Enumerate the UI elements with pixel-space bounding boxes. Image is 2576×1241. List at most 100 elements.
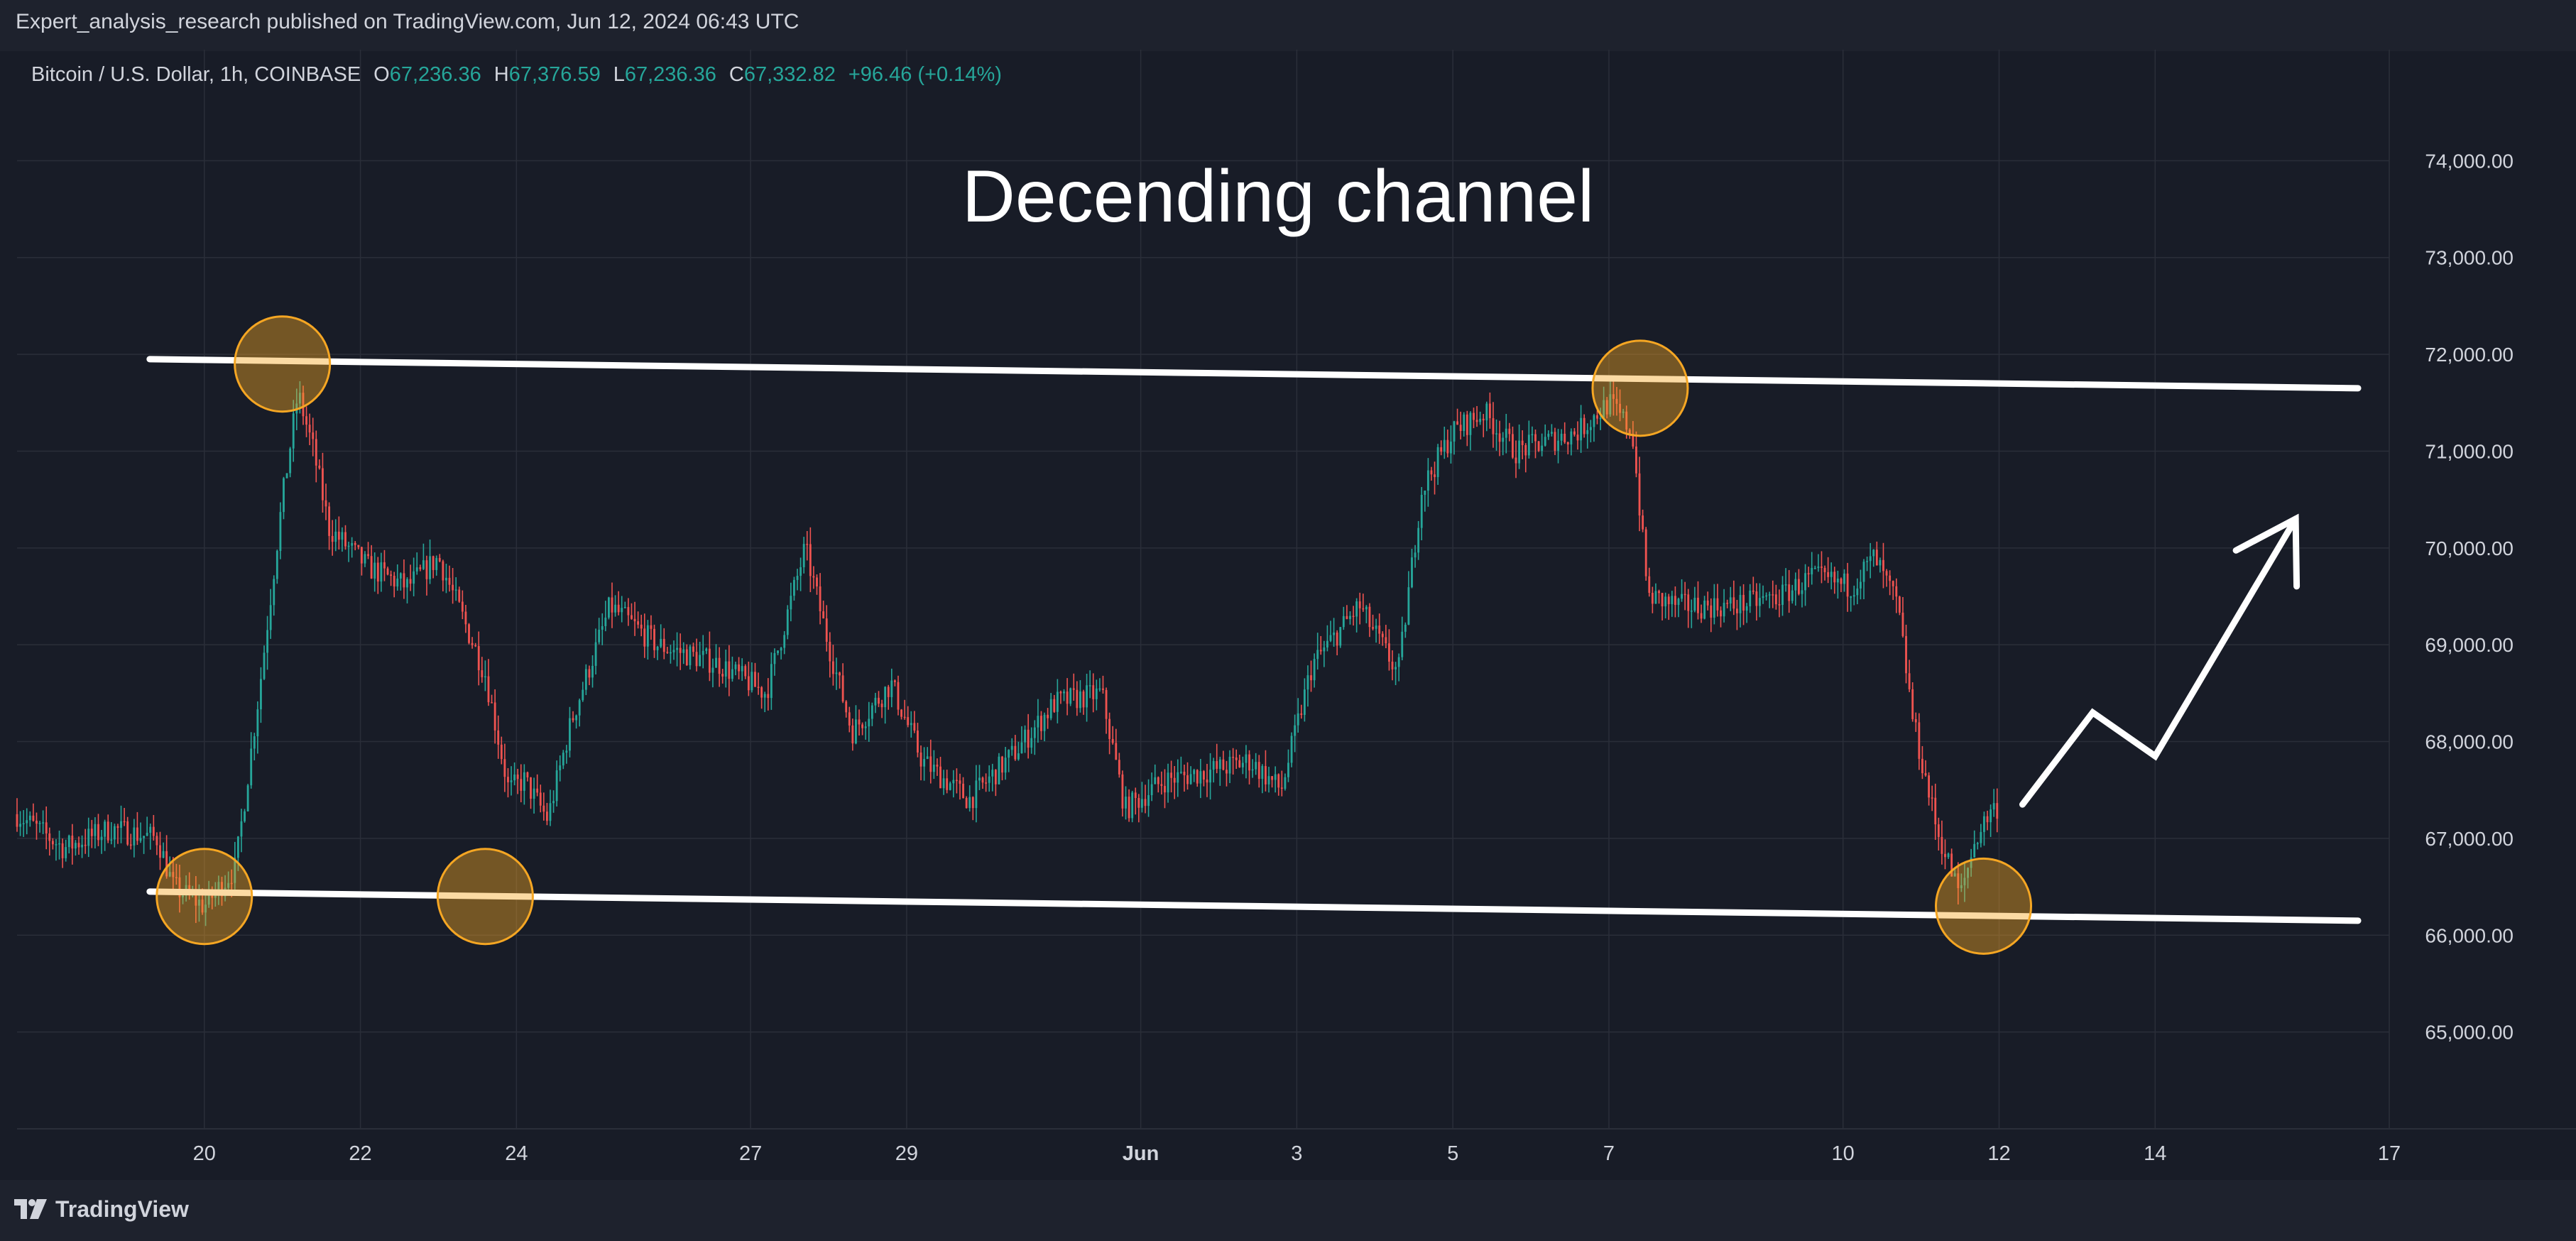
candle-body: [471, 643, 474, 645]
candle-body: [1710, 605, 1713, 618]
candle-body: [705, 648, 708, 651]
candle-body: [1466, 414, 1468, 435]
candle-body: [971, 797, 974, 809]
candle-body: [653, 628, 655, 650]
candle-body: [1960, 885, 1963, 888]
arrow-head: [2232, 513, 2301, 590]
candle-body: [1294, 725, 1297, 736]
candle-body: [682, 649, 685, 653]
candle-body: [643, 628, 646, 647]
candle-body: [786, 609, 789, 635]
candle-body: [591, 665, 594, 678]
candle-body: [123, 821, 126, 823]
candle-body: [1811, 567, 1813, 575]
candle-body: [839, 672, 841, 676]
candle-body: [1508, 428, 1511, 434]
candle-body: [1563, 433, 1566, 442]
candle-body: [448, 577, 451, 585]
candle-body: [1885, 571, 1888, 576]
candle-body: [692, 646, 694, 652]
candle-body: [812, 576, 815, 578]
candle-body: [998, 756, 1000, 784]
candle-body: [917, 731, 919, 753]
candle-body: [617, 604, 620, 613]
candle-body: [721, 674, 724, 677]
candle-body: [1654, 591, 1657, 604]
candle-body: [1674, 596, 1676, 606]
candle-body: [1928, 775, 1931, 798]
candle-body: [380, 562, 383, 582]
candle-body: [1788, 584, 1791, 601]
candle-body: [699, 655, 702, 667]
candle-body: [1716, 598, 1719, 611]
candle-body: [1147, 794, 1150, 807]
candle-body: [1801, 590, 1803, 594]
candle-body: [493, 702, 496, 731]
candle-body: [1537, 441, 1540, 452]
candle-body: [435, 557, 438, 570]
candle-body: [1255, 762, 1257, 770]
candle-body: [1137, 798, 1140, 808]
candle-body: [744, 666, 747, 677]
candle-body: [718, 657, 721, 674]
candle-body: [263, 652, 266, 679]
candle-body: [289, 448, 292, 474]
channel-upper-line: [146, 356, 2362, 392]
candle-body: [572, 718, 574, 721]
candle-body: [1121, 774, 1124, 809]
candle-body: [1222, 759, 1225, 770]
time-tick-label: 24: [505, 1142, 528, 1165]
candle-body: [1144, 799, 1147, 807]
price-tick-label: 68,000.00: [2425, 731, 2514, 753]
candle-body: [1111, 738, 1114, 743]
candle-body: [1440, 447, 1443, 452]
candle-body: [42, 822, 45, 824]
candle-body: [370, 556, 373, 579]
candle-body: [198, 900, 200, 906]
candle-body: [510, 780, 513, 782]
candle-body: [250, 748, 253, 786]
candle-body: [104, 821, 107, 837]
candle-body: [1456, 421, 1459, 425]
candle-body: [55, 844, 58, 846]
candle-body: [1924, 773, 1927, 776]
candle-body: [1157, 777, 1159, 784]
candle-body: [269, 605, 272, 630]
candle-body: [536, 788, 539, 793]
candle-body: [949, 783, 951, 790]
candle-body: [975, 780, 978, 809]
candle-body: [458, 589, 461, 602]
candle-body: [1277, 774, 1280, 788]
candle-body: [67, 836, 70, 848]
price-axis[interactable]: 65,000.00 66,000.00 67,000.00 68,000.00 69,0…: [2425, 150, 2514, 1043]
candle-body: [58, 843, 60, 845]
candle-body: [1576, 434, 1579, 441]
candle-body: [1671, 596, 1674, 605]
candle-body: [1521, 440, 1524, 445]
candle-body: [260, 679, 262, 710]
candle-body: [799, 567, 802, 576]
time-tick-label: 22: [349, 1142, 371, 1165]
time-axis[interactable]: 20 22 24 27 29 Jun 3 5 7 10 12 14 17: [193, 1142, 2401, 1165]
candle-body: [159, 845, 161, 858]
candle-body: [1693, 597, 1696, 611]
candle-body: [829, 642, 831, 662]
candle-body: [819, 586, 822, 612]
candle-body: [1911, 689, 1914, 719]
candle-body: [1531, 434, 1534, 436]
candle-body: [1850, 596, 1852, 598]
candle-body: [1931, 797, 1933, 799]
candle-body: [1248, 754, 1250, 771]
candle-body: [1872, 550, 1875, 557]
tradingview-logo[interactable]: TradingView: [14, 1191, 189, 1227]
candle-body: [968, 797, 971, 809]
candle-body: [497, 730, 500, 745]
bottom-bar: [0, 1180, 2576, 1241]
candle-body: [708, 648, 711, 673]
candle-body: [110, 839, 113, 841]
candle-body: [1040, 716, 1042, 731]
candle-body: [136, 827, 138, 841]
candle-body: [1189, 774, 1192, 784]
candle-body: [1980, 831, 1982, 843]
